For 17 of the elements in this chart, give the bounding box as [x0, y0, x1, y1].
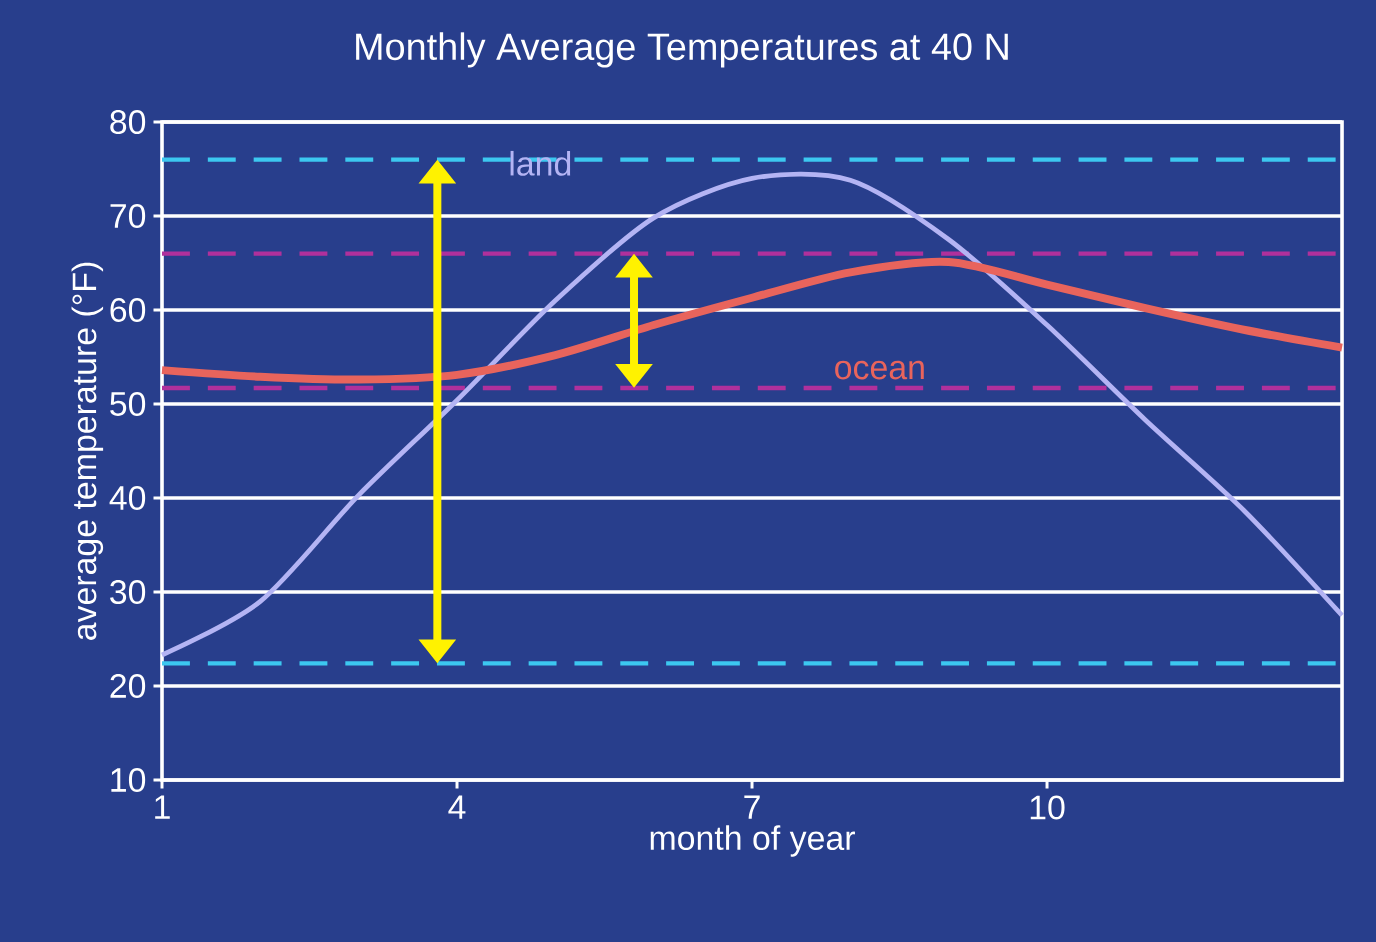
text: ocean — [835, 360, 924, 380]
y-tick-label: 30 — [110, 579, 146, 604]
y-tick-label: 50 — [110, 391, 146, 416]
y-axis-title: average temperature (°F) — [71, 262, 104, 640]
x-tick-label: 7 — [744, 795, 760, 819]
y-tick-label: 10 — [111, 767, 146, 792]
y-tick-label: 80 — [110, 109, 146, 134]
y-tick-label: 70 — [110, 203, 146, 228]
x-tick-label: 1 — [155, 795, 170, 819]
y-tick-label: 60 — [110, 297, 146, 322]
text: land — [510, 150, 571, 176]
x-axis-title: month of year — [650, 825, 855, 857]
x-tick-label: 4 — [448, 795, 466, 819]
x-tick-label: 10 — [1030, 795, 1065, 820]
chart-title: Monthly Average Temperatures at 40 N — [356, 32, 1008, 68]
y-tick-label: 20 — [110, 673, 146, 698]
y-tick-label: 40 — [109, 485, 146, 510]
